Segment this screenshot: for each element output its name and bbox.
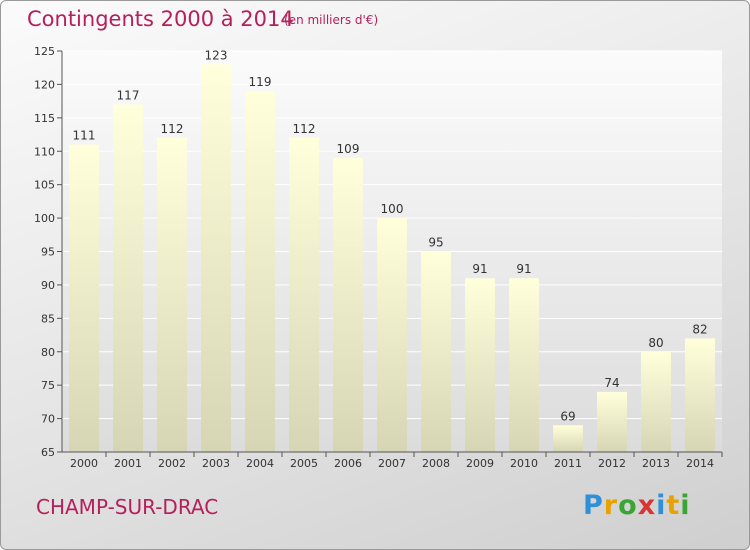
x-tick-label-2000: 2000 [70,457,98,470]
value-label-2010: 91 [516,262,531,276]
value-label-2006: 109 [337,142,360,156]
bar-2008 [421,251,451,452]
bar-2006 [333,157,363,452]
value-label-2000: 111 [73,129,96,143]
x-tick-label-2014: 2014 [686,457,714,470]
value-label-2001: 117 [117,88,140,102]
x-tick-label-2007: 2007 [378,457,406,470]
value-label-2011: 69 [560,409,575,423]
logo-letter: t [666,490,681,521]
commune-name: CHAMP-SUR-DRAC [36,495,219,519]
y-tick-label: 110 [34,145,55,158]
bar-2000 [69,144,99,453]
y-tick-label: 100 [34,212,55,225]
bar-2001 [113,104,143,452]
bar-2009 [465,278,495,452]
y-tick-label: 70 [41,413,55,426]
x-tick-label-2008: 2008 [422,457,450,470]
y-tick-label: 80 [41,346,55,359]
x-tick-label-2011: 2011 [554,457,582,470]
logo-letter: i [656,490,667,521]
logo-letter: P [583,490,604,521]
logo-letter: i [680,490,691,521]
bar-2004 [245,91,275,452]
bar-2007 [377,218,407,452]
value-label-2002: 112 [161,122,184,136]
value-label-2008: 95 [428,236,443,250]
x-tick-label-2003: 2003 [202,457,230,470]
x-axis: 2000 2001 2002 2003 2004 2005 2006 2007 2008 2009… [62,451,723,470]
bar-2003 [201,64,231,452]
y-tick-label: 105 [34,179,55,192]
value-label-2005: 112 [293,122,316,136]
y-axis: 65 70 75 80 85 90 95 100 105 110 115 120 125 [34,45,63,459]
bar-2002 [157,137,187,452]
bar-2011 [553,425,583,452]
value-label-2012: 74 [604,376,619,390]
y-tick-label: 95 [41,246,55,259]
value-label-2014: 82 [692,322,707,336]
value-label-2013: 80 [648,336,663,350]
bar-2010 [509,278,539,452]
value-labels: 111 117 112 123 119 112 109 100 95 91 91 69 74 80 82 [73,48,708,423]
x-tick-label-2009: 2009 [466,457,494,470]
x-tick-label-2005: 2005 [290,457,318,470]
value-label-2003: 123 [205,48,228,62]
x-tick-label-2006: 2006 [334,457,362,470]
chart-unit: (en milliers d'€) [284,13,379,27]
bar-2014 [685,338,715,452]
y-tick-label: 125 [34,45,55,58]
chart-title: Contingents 2000 à 2014 [27,7,294,31]
x-tick-label-2013: 2013 [642,457,670,470]
value-label-2007: 100 [381,202,404,216]
x-tick-label-2010: 2010 [510,457,538,470]
x-tick-label-2001: 2001 [114,457,142,470]
y-tick-label: 115 [34,112,55,125]
logo-letter: o [618,490,638,521]
logo-letter: r [603,490,619,521]
bar-2012 [597,391,627,452]
bar-2013 [641,351,671,452]
y-tick-label: 75 [41,379,55,392]
proxiti-logo: Proxiti [583,490,691,521]
x-tick-label-2012: 2012 [598,457,626,470]
y-tick-label: 65 [41,446,55,459]
value-label-2009: 91 [472,262,487,276]
x-tick-label-2002: 2002 [158,457,186,470]
bars [69,64,715,453]
value-label-2004: 119 [249,75,272,89]
y-tick-label: 85 [41,312,55,325]
y-tick-label: 120 [34,78,55,91]
logo-letter: x [637,490,657,521]
y-tick-label: 90 [41,279,55,292]
bar-2005 [289,137,319,452]
x-tick-label-2004: 2004 [246,457,274,470]
